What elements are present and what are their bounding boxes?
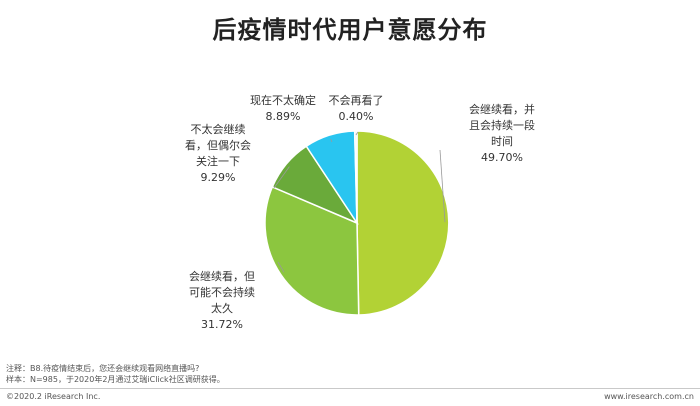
slice-percent: 9.29% xyxy=(201,171,236,184)
note-question: 注释：B8.待疫情结束后，您还会继续观看网络直播吗? xyxy=(6,364,200,373)
slice-percent: 49.70% xyxy=(481,151,523,164)
slice-percent: 31.72% xyxy=(201,318,243,331)
leader-line xyxy=(273,166,290,189)
slice-label-line: 关注一下 xyxy=(196,154,240,168)
pie-slice xyxy=(353,130,358,224)
slice-label-line: 不会再看了 xyxy=(329,93,384,107)
leader-line xyxy=(439,149,446,223)
footer-divider xyxy=(0,388,700,389)
footer-copyright: ©2020.2 iResearch Inc. xyxy=(6,392,101,401)
note-sample: 样本：N=985，于2020年2月通过艾瑞iClick社区调研获得。 xyxy=(6,375,225,384)
slice-label-line: 会继续看，并 xyxy=(469,102,535,116)
slice-label-line: 且会持续一段 xyxy=(469,118,535,132)
notes: 注释：B8.待疫情结束后，您还会继续观看网络直播吗? 样本：N=985，于202… xyxy=(6,363,225,385)
slice-label-line: 看，但偶尔会 xyxy=(185,138,251,152)
slice-label-line: 现在不太确定 xyxy=(250,93,316,107)
slice-percent: 8.89% xyxy=(266,110,301,123)
leader-line xyxy=(330,138,333,143)
slice-label-line: 时间 xyxy=(491,135,513,148)
slice-percent: 0.40% xyxy=(339,110,374,123)
pie-slice xyxy=(264,185,360,316)
pie-slice xyxy=(356,130,450,316)
leader-line xyxy=(277,261,285,273)
slice-label-line: 可能不会持续 xyxy=(189,285,255,299)
slice-label-line: 不太会继续 xyxy=(191,122,246,136)
slice-label-line: 太久 xyxy=(211,302,233,315)
footer-website[interactable]: www.iresearch.com.cn xyxy=(604,392,694,401)
slice-label-line: 会继续看，但 xyxy=(189,269,255,283)
slice-label: 不会再看了 0.40% xyxy=(329,93,384,123)
slice-label: 现在不太确定 8.89% xyxy=(250,93,316,123)
chart-title: 后疫情时代用户意愿分布 xyxy=(212,16,488,44)
leader-line xyxy=(355,131,359,136)
